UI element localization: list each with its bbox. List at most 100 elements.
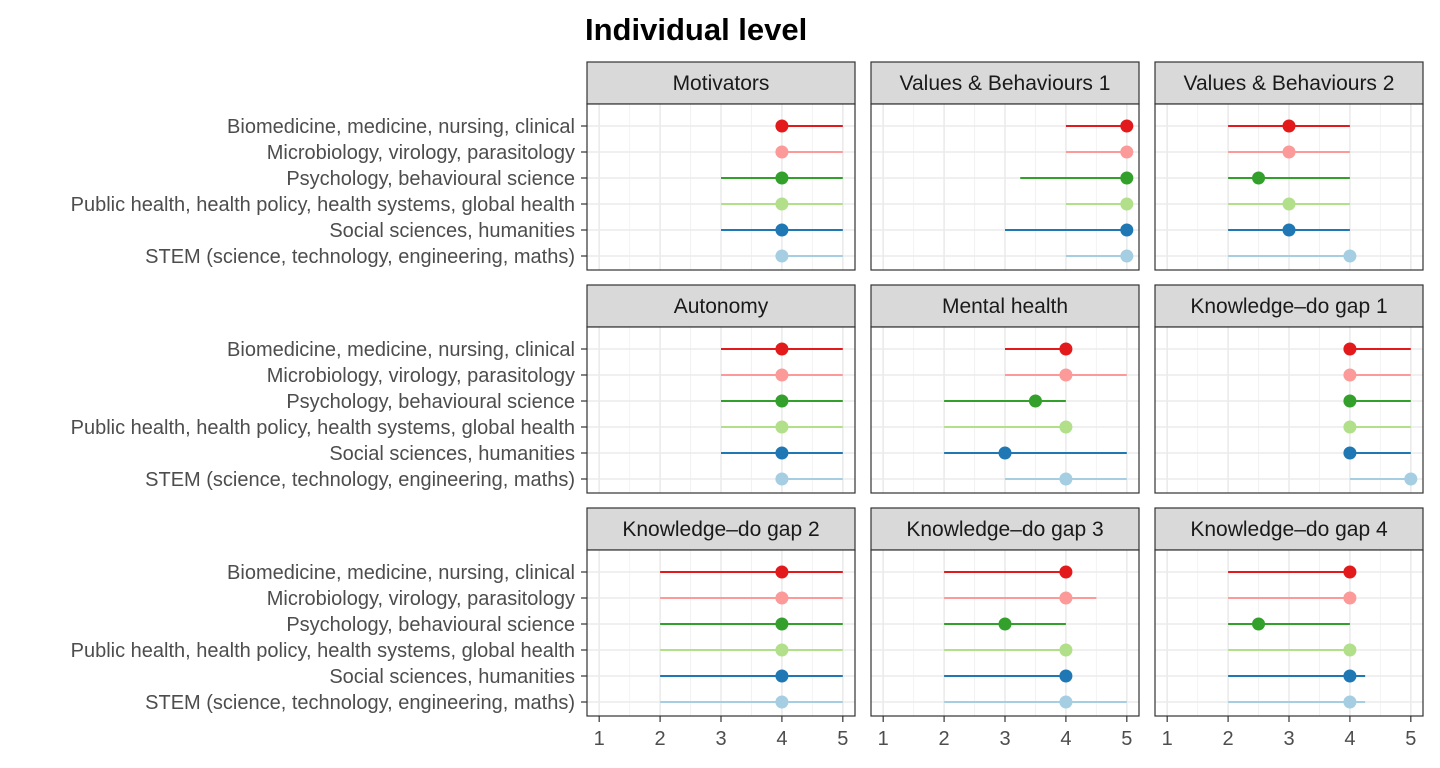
median-point xyxy=(775,695,789,709)
median-point xyxy=(1252,617,1266,631)
facet-label: Knowledge–do gap 1 xyxy=(1190,295,1387,318)
x-tick-label: 5 xyxy=(1405,728,1416,750)
median-point xyxy=(775,446,789,460)
panels: Motivators Values & Behaviours 1 Values & … xyxy=(586,61,1424,717)
median-point xyxy=(1252,171,1266,185)
median-point xyxy=(775,342,789,356)
category-label: STEM (science, technology, engineering, … xyxy=(145,469,575,491)
category-label: Social sciences, humanities xyxy=(329,443,575,465)
median-point xyxy=(1343,446,1357,460)
category-label: Psychology, behavioural science xyxy=(286,168,575,190)
facet-strip xyxy=(870,284,1140,328)
category-label: Biomedicine, medicine, nursing, clinical xyxy=(227,116,575,138)
median-point xyxy=(1120,119,1134,133)
median-point xyxy=(1343,420,1357,434)
median-point xyxy=(1120,171,1134,185)
median-point xyxy=(1282,119,1296,133)
x-tick-label: 5 xyxy=(1121,728,1132,750)
category-label: Biomedicine, medicine, nursing, clinical xyxy=(227,562,575,584)
median-point xyxy=(775,617,789,631)
median-point xyxy=(1059,643,1073,657)
median-point xyxy=(1120,145,1134,159)
chart-title: Individual level xyxy=(585,12,807,47)
median-point xyxy=(1059,591,1073,605)
median-point xyxy=(775,669,789,683)
median-point xyxy=(998,446,1012,460)
median-point xyxy=(775,591,789,605)
median-point xyxy=(1120,249,1134,263)
category-label: STEM (science, technology, engineering, … xyxy=(145,246,575,268)
panel-border xyxy=(870,326,1140,494)
median-point xyxy=(775,171,789,185)
panel-border xyxy=(1154,103,1424,271)
x-axes: 1 2 3 4 5 1 2 3 4 5 1 2 3 4 5 xyxy=(594,716,1416,750)
median-point xyxy=(1059,669,1073,683)
median-point xyxy=(1343,342,1357,356)
panel: Knowledge–do gap 2 xyxy=(586,507,856,717)
panel: Knowledge–do gap 3 xyxy=(870,507,1140,717)
category-label: Psychology, behavioural science xyxy=(286,391,575,413)
median-point xyxy=(1059,342,1073,356)
facet-label: Knowledge–do gap 2 xyxy=(622,518,819,541)
median-point xyxy=(1343,565,1357,579)
facet-label: Values & Behaviours 2 xyxy=(1184,72,1395,95)
facet-strip xyxy=(1154,61,1424,105)
median-point xyxy=(775,368,789,382)
facet-label: Mental health xyxy=(942,295,1068,318)
panel: Values & Behaviours 1 xyxy=(870,61,1140,271)
median-point xyxy=(1059,565,1073,579)
median-point xyxy=(1120,223,1134,237)
category-label: Microbiology, virology, parasitology xyxy=(267,142,575,164)
facet-strip xyxy=(586,61,856,105)
median-point xyxy=(775,643,789,657)
median-point xyxy=(775,197,789,211)
median-point xyxy=(1343,394,1357,408)
category-label: Public health, health policy, health sys… xyxy=(71,640,575,662)
facet-strip xyxy=(870,507,1140,551)
panel: Mental health xyxy=(870,284,1140,494)
median-point xyxy=(775,119,789,133)
median-point xyxy=(1059,368,1073,382)
median-point xyxy=(775,420,789,434)
x-tick-label: 4 xyxy=(1060,728,1071,750)
median-point xyxy=(1343,695,1357,709)
panel-border xyxy=(870,103,1140,271)
x-tick-label: 2 xyxy=(939,728,950,750)
median-point xyxy=(1343,643,1357,657)
x-tick-label: 2 xyxy=(655,728,666,750)
median-point xyxy=(775,472,789,486)
median-point xyxy=(1343,591,1357,605)
median-point xyxy=(775,249,789,263)
category-label: Microbiology, virology, parasitology xyxy=(267,365,575,387)
median-point xyxy=(1343,368,1357,382)
facet-strip xyxy=(1154,284,1424,328)
median-point xyxy=(1059,472,1073,486)
x-tick-label: 4 xyxy=(776,728,787,750)
facet-strip xyxy=(1154,507,1424,551)
category-label: Psychology, behavioural science xyxy=(286,614,575,636)
panel: Knowledge–do gap 4 xyxy=(1154,507,1424,717)
facet-label: Motivators xyxy=(673,72,770,95)
panel-border xyxy=(1154,326,1424,494)
median-point xyxy=(1404,472,1418,486)
x-tick-label: 4 xyxy=(1344,728,1355,750)
median-point xyxy=(775,223,789,237)
category-label: Biomedicine, medicine, nursing, clinical xyxy=(227,339,575,361)
row-labels: Biomedicine, medicine, nursing, clinical… xyxy=(71,116,587,714)
facet-label: Knowledge–do gap 3 xyxy=(906,518,1103,541)
panel: Autonomy xyxy=(586,284,856,494)
x-tick-label: 1 xyxy=(1162,728,1173,750)
median-point xyxy=(1282,145,1296,159)
median-point xyxy=(1059,420,1073,434)
category-label: Social sciences, humanities xyxy=(329,666,575,688)
median-point xyxy=(775,145,789,159)
category-label: STEM (science, technology, engineering, … xyxy=(145,692,575,714)
category-label: Public health, health policy, health sys… xyxy=(71,194,575,216)
panel-border xyxy=(586,326,856,494)
median-point xyxy=(1343,249,1357,263)
facet-strip xyxy=(586,284,856,328)
facet-label: Values & Behaviours 1 xyxy=(900,72,1111,95)
panel: Values & Behaviours 2 xyxy=(1154,61,1424,271)
x-tick-label: 3 xyxy=(1283,728,1294,750)
